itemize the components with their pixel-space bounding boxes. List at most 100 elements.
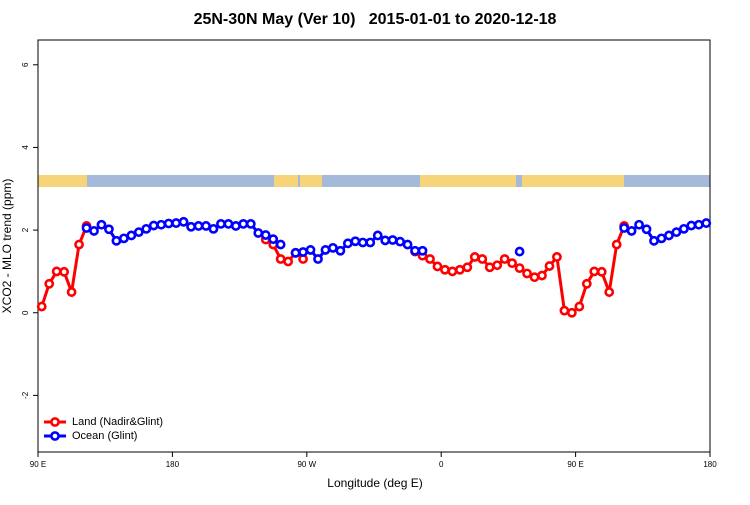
x-tick-label: 0 (439, 460, 444, 469)
data-point (462, 262, 473, 273)
data-point (402, 239, 413, 250)
data-point (36, 301, 47, 312)
data-point (313, 254, 323, 264)
y-axis-label: XCO2 - MLO trend (ppm) (0, 179, 14, 314)
data-point (335, 245, 346, 256)
data-point (552, 252, 562, 262)
data-point (342, 238, 353, 249)
data-point (238, 218, 249, 229)
x-tick-label: 90 E (30, 460, 46, 469)
x-tick-label: 90 E (567, 460, 583, 469)
data-point (290, 247, 301, 258)
data-point (365, 237, 376, 248)
data-point (522, 268, 532, 279)
data-point (89, 226, 99, 236)
data-point (492, 260, 503, 271)
data-point (395, 236, 406, 247)
data-point (425, 254, 435, 264)
data-point (156, 219, 167, 230)
data-point (380, 235, 391, 246)
plot-frame (37, 39, 711, 453)
data-point (141, 223, 152, 234)
data-point (626, 226, 637, 236)
y-tick-label: 0 (21, 310, 30, 315)
data-point (111, 235, 122, 246)
data-point (148, 220, 159, 231)
data-point (372, 230, 383, 241)
data-point (611, 239, 622, 250)
data-point (417, 245, 428, 256)
data-point (678, 223, 689, 234)
data-point (454, 264, 465, 275)
data-point (664, 230, 674, 241)
data-point (118, 233, 129, 244)
data-point (66, 287, 77, 297)
data-point (133, 227, 144, 238)
data-point (357, 237, 368, 248)
data-point (693, 219, 704, 230)
data-point (619, 223, 630, 233)
data-point (96, 219, 107, 230)
data-point (81, 223, 92, 233)
x-tick-label: 90 W (297, 460, 316, 469)
data-point (74, 239, 84, 250)
data-point (469, 252, 480, 262)
land-ocean-strip (38, 175, 710, 187)
data-point (544, 261, 555, 271)
data-point (283, 256, 294, 267)
data-point (537, 270, 547, 281)
data-point (44, 278, 55, 289)
data-point (245, 218, 256, 229)
data-point (171, 218, 182, 228)
data-point (193, 221, 204, 231)
data-point (305, 245, 316, 255)
data-point (596, 266, 607, 277)
data-point (432, 261, 443, 272)
data-point (499, 254, 510, 264)
legend-marker (50, 431, 60, 441)
data-point (216, 218, 226, 229)
data-point (163, 218, 174, 229)
legend-label: Ocean (Glint) (72, 430, 137, 442)
data-point (589, 266, 600, 277)
data-point (440, 264, 450, 275)
data-point (581, 278, 592, 289)
data-point (275, 239, 286, 250)
data-point (350, 236, 361, 247)
data-point (387, 235, 398, 245)
land-strip (522, 175, 624, 187)
land-strip (420, 175, 516, 187)
data-point (686, 220, 697, 231)
data-point (559, 305, 570, 316)
legend-marker (50, 417, 60, 427)
land-strip (274, 175, 298, 187)
y-tick-label: 6 (21, 62, 30, 67)
data-point (298, 247, 308, 257)
y-tick-label: 2 (21, 227, 30, 232)
legend-label: Land (Nadir&Glint) (72, 416, 163, 428)
data-point (477, 254, 488, 264)
y-tick-label: 4 (21, 145, 30, 150)
data-point (649, 235, 659, 246)
data-point (328, 242, 338, 253)
data-point (484, 262, 495, 273)
data-point (410, 245, 420, 256)
x-tick-label: 180 (166, 460, 180, 469)
data-point (701, 218, 712, 228)
data-point (514, 246, 525, 257)
data-point (514, 263, 525, 274)
data-point (574, 301, 585, 312)
data-point (253, 228, 264, 238)
land-strip (38, 175, 87, 187)
land-strip (300, 175, 322, 187)
y-tick-label: -2 (21, 391, 30, 399)
data-point (566, 307, 577, 318)
data-point (275, 254, 286, 264)
data-point (208, 223, 219, 234)
data-point (260, 230, 271, 240)
data-point (634, 219, 644, 230)
data-point (186, 221, 196, 232)
data-point (223, 218, 234, 229)
data-point (59, 266, 70, 277)
